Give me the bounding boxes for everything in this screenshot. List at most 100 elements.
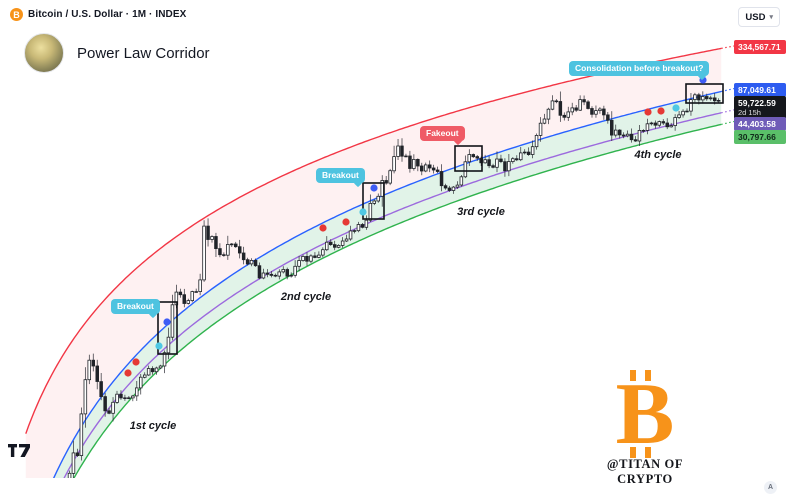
candle-body xyxy=(419,165,424,172)
candle-body xyxy=(356,224,361,232)
candle-body xyxy=(471,154,475,158)
marker-dot[interactable] xyxy=(370,184,378,192)
candle-body xyxy=(277,271,281,277)
candle-body xyxy=(625,133,630,137)
candle-body xyxy=(388,170,392,184)
highlight-box[interactable] xyxy=(685,83,724,104)
avatar[interactable] xyxy=(24,33,64,73)
candle-body xyxy=(665,122,670,128)
autoscale-button[interactable]: A xyxy=(764,481,777,494)
candle-body xyxy=(689,99,693,112)
highlight-box[interactable] xyxy=(157,301,178,355)
candle-body xyxy=(336,244,341,248)
marker-dot[interactable] xyxy=(124,369,132,377)
candle-body xyxy=(348,230,353,240)
candle-body xyxy=(614,129,618,136)
candle-body xyxy=(99,381,103,398)
candle-body xyxy=(578,99,582,111)
marker-dot[interactable] xyxy=(672,104,680,112)
candle-body xyxy=(701,96,705,101)
candle-body xyxy=(289,274,293,277)
callout-consolidation[interactable]: Consolidation before breakout? xyxy=(569,61,710,80)
candle-body xyxy=(301,255,305,261)
marker-dot[interactable] xyxy=(644,108,652,116)
corridor-line-lower-mid-projection xyxy=(721,108,736,114)
candle-body xyxy=(87,359,92,381)
marker-dot[interactable] xyxy=(342,218,350,226)
highlight-box[interactable] xyxy=(362,182,385,220)
candle-body xyxy=(317,254,321,258)
candle-body xyxy=(681,110,685,116)
candle-body xyxy=(400,145,404,157)
candle-body xyxy=(598,108,602,112)
candle-body xyxy=(507,161,511,172)
candle-body xyxy=(396,145,400,157)
bitcoin-watermark-icon: B xyxy=(615,366,675,463)
candle-body xyxy=(673,117,677,127)
candle-body xyxy=(214,236,218,250)
marker-dot[interactable] xyxy=(657,107,665,115)
candle-body xyxy=(526,151,531,156)
candle-body xyxy=(241,252,246,261)
marker-dot[interactable] xyxy=(132,358,140,366)
page-title: Power Law Corridor xyxy=(77,44,210,62)
candle-body xyxy=(332,244,337,248)
candle-body xyxy=(657,121,662,126)
candle-body xyxy=(321,249,325,256)
candle-body xyxy=(71,452,76,474)
callout-breakout-1[interactable]: Breakout xyxy=(111,299,160,318)
candle-body xyxy=(170,304,175,338)
candle-body xyxy=(134,387,139,397)
candle-body xyxy=(269,273,274,276)
candle-body xyxy=(416,158,420,167)
candle-body xyxy=(705,96,709,100)
candle-body xyxy=(142,374,147,378)
candle-body xyxy=(328,241,333,245)
candle-body xyxy=(206,225,210,240)
corridor-line-center[interactable] xyxy=(26,90,722,501)
candle-body xyxy=(79,413,84,456)
tradingview-logo[interactable] xyxy=(8,444,32,463)
marker-dot[interactable] xyxy=(359,208,367,216)
candle-body xyxy=(534,134,539,148)
candle-body xyxy=(554,100,559,103)
candle-body xyxy=(198,279,202,292)
candle-body xyxy=(273,274,278,277)
marker-dot[interactable] xyxy=(319,224,327,232)
candle-body xyxy=(190,291,194,302)
candle-body xyxy=(127,397,131,399)
candle-body xyxy=(408,155,412,169)
candle-body xyxy=(293,265,297,276)
candle-body xyxy=(103,396,107,412)
candle-body xyxy=(162,352,167,367)
bitcoin-icon: B xyxy=(10,8,23,21)
candle-body xyxy=(447,187,452,191)
candle-body xyxy=(150,368,155,373)
callout-breakout-2[interactable]: Breakout xyxy=(316,168,365,187)
chevron-down-icon: ▾ xyxy=(769,14,773,21)
callout-fakeout[interactable]: Fakeout xyxy=(420,126,465,145)
candle-body xyxy=(297,260,301,267)
candle-body xyxy=(376,195,380,202)
candle-body xyxy=(95,365,100,382)
candle-body xyxy=(606,114,610,121)
candle-body xyxy=(542,118,547,124)
marker-dot[interactable] xyxy=(155,342,163,350)
candle-body xyxy=(194,291,198,293)
marker-dot[interactable] xyxy=(163,318,171,326)
candle-body xyxy=(60,492,63,501)
symbol-line: Bitcoin / U.S. Dollar · 1M · INDEX xyxy=(28,9,187,20)
symbol-ticker[interactable]: B Bitcoin / U.S. Dollar · 1M · INDEX xyxy=(10,8,186,21)
candle-body xyxy=(352,230,357,232)
candle-body xyxy=(158,365,163,369)
candle-body xyxy=(182,294,186,304)
candle-body xyxy=(495,158,499,168)
corridor-line-lower-mid[interactable] xyxy=(26,112,722,501)
plot-area[interactable] xyxy=(25,47,722,501)
candle-body xyxy=(265,272,270,275)
currency-selector-button[interactable]: USD ▾ xyxy=(738,7,780,27)
highlight-box[interactable] xyxy=(454,145,483,172)
candle-body xyxy=(677,114,681,118)
candle-body xyxy=(519,152,523,161)
